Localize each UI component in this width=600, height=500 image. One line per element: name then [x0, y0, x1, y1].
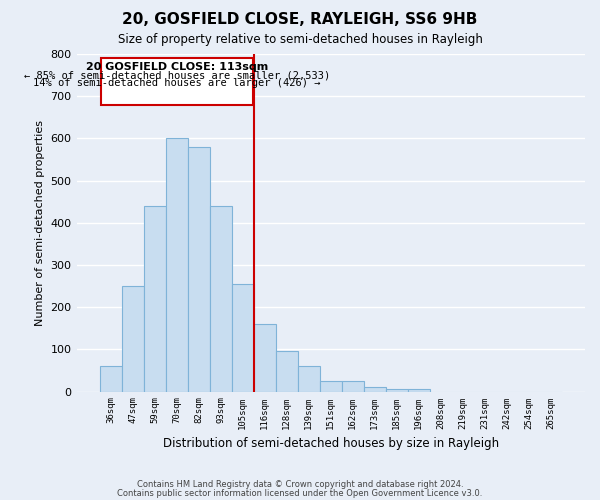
Bar	[188, 147, 210, 392]
Text: 14% of semi-detached houses are larger (426) →: 14% of semi-detached houses are larger (…	[33, 78, 320, 88]
Bar	[298, 366, 320, 392]
Text: 20 GOSFIELD CLOSE: 113sqm: 20 GOSFIELD CLOSE: 113sqm	[86, 62, 268, 72]
Bar	[386, 390, 408, 392]
Bar	[320, 381, 342, 392]
Text: Size of property relative to semi-detached houses in Rayleigh: Size of property relative to semi-detach…	[118, 32, 482, 46]
Bar	[166, 138, 188, 392]
Bar	[210, 206, 232, 392]
Bar	[122, 286, 143, 392]
Bar	[276, 350, 298, 392]
Text: ← 85% of semi-detached houses are smaller (2,533): ← 85% of semi-detached houses are smalle…	[23, 70, 330, 80]
Bar	[254, 324, 276, 392]
Bar	[232, 284, 254, 392]
Bar	[342, 381, 364, 392]
Y-axis label: Number of semi-detached properties: Number of semi-detached properties	[35, 120, 45, 326]
Bar	[408, 390, 430, 392]
Text: 20, GOSFIELD CLOSE, RAYLEIGH, SS6 9HB: 20, GOSFIELD CLOSE, RAYLEIGH, SS6 9HB	[122, 12, 478, 28]
Text: Contains HM Land Registry data © Crown copyright and database right 2024.: Contains HM Land Registry data © Crown c…	[137, 480, 463, 489]
FancyBboxPatch shape	[101, 58, 253, 104]
X-axis label: Distribution of semi-detached houses by size in Rayleigh: Distribution of semi-detached houses by …	[163, 437, 499, 450]
Bar	[364, 388, 386, 392]
Bar	[100, 366, 122, 392]
Text: Contains public sector information licensed under the Open Government Licence v3: Contains public sector information licen…	[118, 488, 482, 498]
Bar	[143, 206, 166, 392]
